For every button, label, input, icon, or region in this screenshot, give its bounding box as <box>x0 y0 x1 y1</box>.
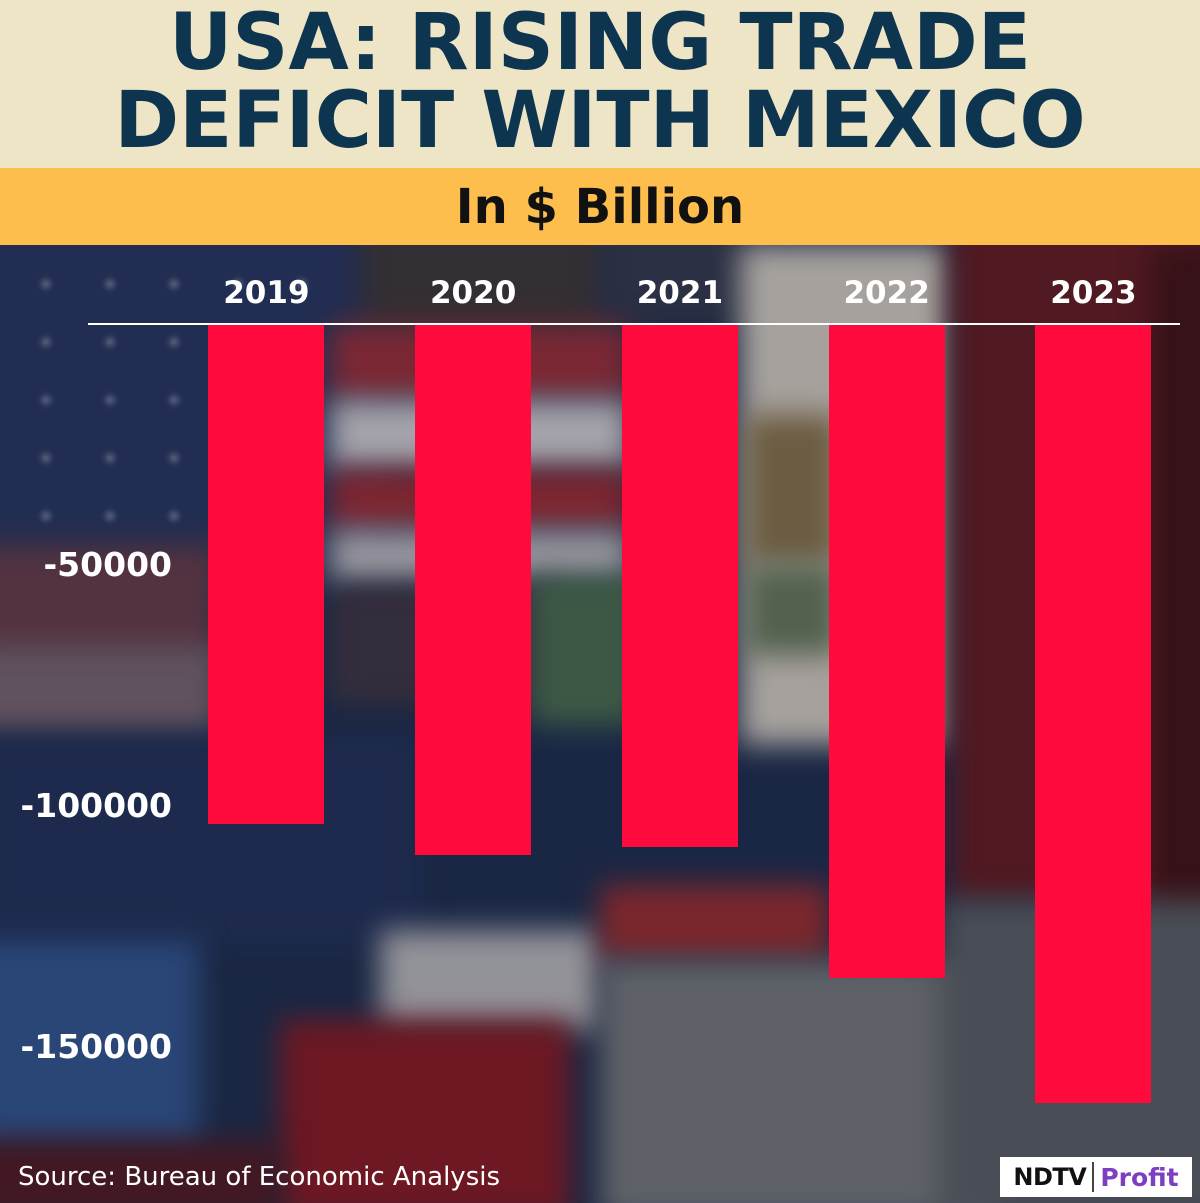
bar-2023 <box>1035 324 1152 1103</box>
title-banner: USA: RISING TRADE DEFICIT WITH MEXICO <box>0 0 1200 168</box>
background-red-block <box>600 885 830 960</box>
logo-ndtv-text: NDTV <box>1013 1163 1087 1191</box>
source-note: Source: Bureau of Economic Analysis <box>18 1162 501 1192</box>
bar-2020 <box>415 324 532 856</box>
mexico-flag-emblem <box>745 415 840 565</box>
us-flag-stripe-white <box>0 645 220 735</box>
y-tick-label: -150000 <box>20 1027 172 1066</box>
background-shadow <box>360 245 610 335</box>
bar-plot: 2019 2020 2021 2022 2023 -50000 -100000 -150000 <box>0 245 1200 1203</box>
background-red-block <box>0 1140 280 1203</box>
background-blue-block <box>0 940 200 1150</box>
background-grey-block <box>600 960 1000 1203</box>
mexico-flag-emblem <box>745 565 840 655</box>
ndtv-profit-logo: NDTV Profit <box>1000 1157 1192 1197</box>
unit-banner: In $ Billion <box>0 168 1200 245</box>
y-tick-label: -100000 <box>20 786 172 825</box>
chart-subtitle: In $ Billion <box>455 178 745 235</box>
x-axis-line <box>88 323 1180 325</box>
bar-2021 <box>621 324 738 847</box>
x-tick-label-2023: 2023 <box>1050 275 1137 311</box>
chart-area: 2019 2020 2021 2022 2023 -50000 -100000 -150000 <box>0 245 1200 1203</box>
x-tick-label-2019: 2019 <box>223 275 310 311</box>
mexico-flag-green <box>530 575 640 725</box>
y-tick-label: -50000 <box>43 545 172 584</box>
chart-title: USA: RISING TRADE DEFICIT WITH MEXICO <box>114 0 1086 166</box>
bar-2019 <box>208 324 325 824</box>
x-tick-label-2022: 2022 <box>843 275 930 311</box>
logo-profit-text: Profit <box>1100 1162 1179 1192</box>
background-shade <box>0 245 1200 1203</box>
x-tick-label-2020: 2020 <box>429 275 517 311</box>
background-red-block <box>280 1020 570 1203</box>
logo-divider <box>1092 1162 1095 1192</box>
background-shadow <box>600 245 760 325</box>
x-tick-label-2021: 2021 <box>636 275 724 311</box>
bar-2022 <box>828 324 945 979</box>
background-white-block <box>380 930 600 1030</box>
